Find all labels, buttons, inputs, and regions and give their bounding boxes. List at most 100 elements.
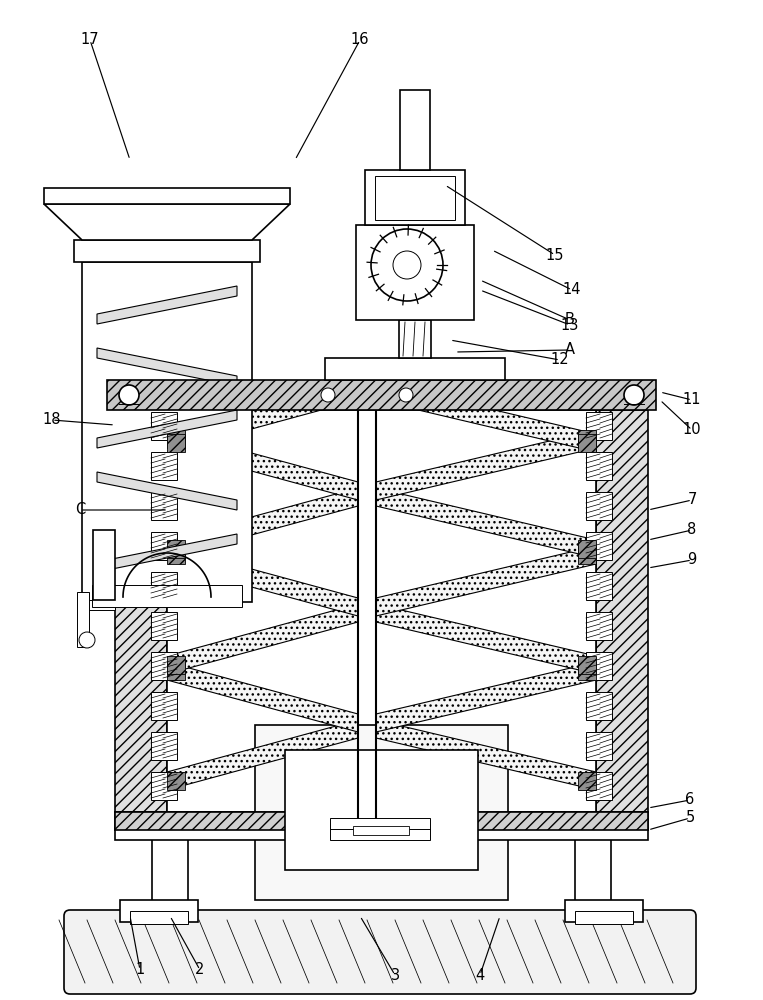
Bar — [151, 692, 177, 720]
Text: 9: 9 — [687, 552, 697, 568]
Bar — [167, 410, 596, 812]
Bar — [586, 772, 612, 800]
Polygon shape — [578, 546, 596, 564]
Text: 11: 11 — [683, 392, 701, 408]
Text: 13: 13 — [561, 318, 579, 332]
Bar — [115, 812, 648, 830]
Bar — [151, 732, 177, 760]
Circle shape — [624, 385, 644, 405]
Circle shape — [321, 388, 335, 402]
Circle shape — [399, 388, 413, 402]
Bar — [107, 380, 656, 410]
Text: 16: 16 — [351, 32, 369, 47]
Bar — [586, 572, 612, 600]
Bar — [285, 750, 478, 870]
Circle shape — [79, 632, 95, 648]
Polygon shape — [167, 430, 358, 500]
Bar — [130, 911, 188, 924]
Bar — [354, 826, 380, 838]
Bar — [400, 90, 430, 170]
Polygon shape — [167, 604, 358, 674]
Polygon shape — [578, 540, 596, 558]
Bar — [596, 410, 648, 812]
Bar — [151, 492, 177, 520]
Bar — [82, 262, 252, 602]
Text: 14: 14 — [563, 282, 581, 298]
Bar — [356, 225, 474, 320]
Polygon shape — [167, 656, 185, 674]
Text: 1: 1 — [135, 962, 145, 978]
Circle shape — [371, 229, 443, 301]
Bar — [44, 188, 290, 204]
Polygon shape — [376, 382, 596, 452]
Bar — [399, 320, 431, 358]
Bar — [365, 170, 465, 225]
Bar — [120, 900, 198, 922]
Bar — [92, 585, 242, 607]
Text: 18: 18 — [43, 412, 61, 428]
Bar — [151, 572, 177, 600]
Bar — [565, 900, 643, 922]
Polygon shape — [97, 410, 237, 448]
Polygon shape — [167, 772, 185, 790]
Bar — [151, 532, 177, 560]
Text: 2: 2 — [195, 962, 204, 978]
Bar — [74, 240, 260, 262]
Text: 7: 7 — [687, 492, 697, 508]
Text: 4: 4 — [475, 968, 485, 982]
Polygon shape — [376, 546, 596, 616]
Bar — [586, 612, 612, 640]
Bar — [586, 452, 612, 480]
Polygon shape — [167, 662, 358, 732]
Polygon shape — [376, 662, 596, 732]
Bar — [325, 358, 505, 380]
Polygon shape — [376, 604, 596, 674]
Polygon shape — [167, 540, 185, 558]
Bar — [575, 911, 633, 924]
Bar — [115, 812, 648, 830]
Bar — [353, 826, 409, 835]
Bar — [151, 772, 177, 800]
Text: B: B — [565, 312, 575, 328]
Polygon shape — [376, 488, 596, 558]
Bar — [82, 600, 115, 610]
Polygon shape — [97, 534, 237, 572]
Polygon shape — [97, 286, 237, 324]
Bar — [586, 652, 612, 680]
Bar — [330, 818, 430, 840]
Bar — [375, 176, 455, 220]
Text: 8: 8 — [687, 522, 697, 538]
Polygon shape — [97, 472, 237, 510]
Polygon shape — [376, 430, 596, 500]
Bar — [151, 412, 177, 440]
Polygon shape — [167, 546, 358, 616]
Polygon shape — [167, 546, 185, 564]
Polygon shape — [167, 382, 358, 452]
Text: 17: 17 — [81, 32, 99, 47]
Bar — [586, 532, 612, 560]
Polygon shape — [376, 720, 596, 790]
Polygon shape — [578, 772, 596, 790]
Polygon shape — [97, 348, 237, 386]
Polygon shape — [167, 662, 185, 680]
Bar — [151, 612, 177, 640]
Bar — [115, 410, 167, 812]
Text: C: C — [75, 502, 85, 518]
Bar — [77, 592, 89, 647]
Text: 15: 15 — [546, 247, 565, 262]
Text: A: A — [565, 342, 575, 358]
Bar — [586, 732, 612, 760]
Text: 6: 6 — [685, 792, 694, 808]
Text: 10: 10 — [683, 422, 701, 438]
Polygon shape — [167, 488, 358, 558]
Bar — [586, 412, 612, 440]
Bar — [115, 828, 648, 840]
Text: 5: 5 — [685, 810, 694, 826]
Bar — [151, 452, 177, 480]
Bar — [586, 492, 612, 520]
Bar — [586, 692, 612, 720]
Bar — [255, 725, 508, 900]
Polygon shape — [578, 430, 596, 448]
Circle shape — [393, 251, 421, 279]
Bar — [151, 652, 177, 680]
